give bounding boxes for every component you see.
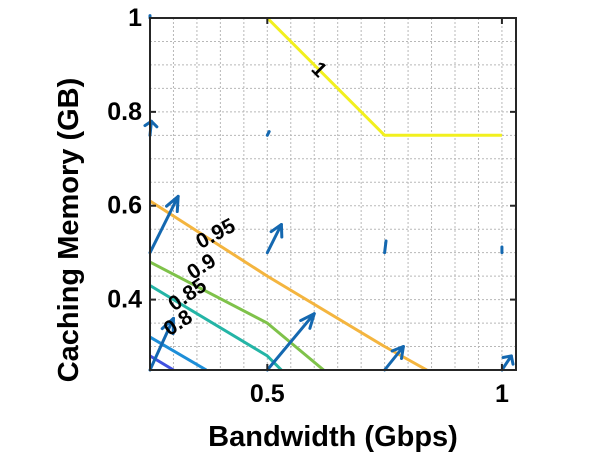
quiver-arrow bbox=[500, 354, 515, 372]
quiver-arrow bbox=[265, 312, 316, 372]
quiver-arrow bbox=[148, 194, 180, 255]
y-tick-label: 0.4 bbox=[107, 286, 142, 314]
quiver-arrow bbox=[383, 345, 405, 372]
quiver-arrow bbox=[383, 239, 388, 255]
contour-line bbox=[150, 335, 208, 370]
quiver-arrow bbox=[265, 130, 271, 137]
y-tick-label: 0.8 bbox=[107, 98, 142, 126]
contour-line bbox=[266, 18, 502, 137]
quiver-arrows bbox=[143, 14, 515, 372]
x-axis-title: Bandwidth (Gbps) bbox=[208, 421, 458, 453]
y-tick-label: 0.6 bbox=[107, 192, 142, 220]
contour-line bbox=[150, 284, 283, 370]
quiver-arrow bbox=[265, 223, 284, 255]
quiver-arrow bbox=[148, 316, 175, 372]
contour-lines bbox=[150, 18, 502, 370]
x-tick-label: 0.5 bbox=[250, 380, 285, 408]
plot-frame bbox=[149, 17, 517, 371]
contour-line bbox=[150, 260, 325, 370]
axis-ticks: 0.5 1 0.4 0.6 0.8 1 bbox=[107, 4, 516, 408]
y-tick-label: 1 bbox=[128, 4, 142, 32]
contour-line bbox=[150, 199, 428, 370]
y-axis-title: Caching Memory (GB) bbox=[53, 78, 85, 383]
x-tick-label: 1 bbox=[495, 380, 509, 408]
